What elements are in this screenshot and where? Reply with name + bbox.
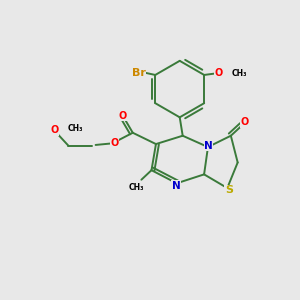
Text: CH₃: CH₃ <box>232 69 247 78</box>
Text: CH₃: CH₃ <box>68 124 83 133</box>
Text: O: O <box>118 110 127 121</box>
Text: O: O <box>241 117 249 128</box>
Text: O: O <box>215 68 223 79</box>
Text: Br: Br <box>132 68 146 78</box>
Text: N: N <box>172 181 181 191</box>
Text: S: S <box>225 185 233 195</box>
Text: O: O <box>51 125 59 135</box>
Text: N: N <box>204 140 213 151</box>
Text: CH₃: CH₃ <box>128 183 144 192</box>
Text: O: O <box>110 138 118 148</box>
